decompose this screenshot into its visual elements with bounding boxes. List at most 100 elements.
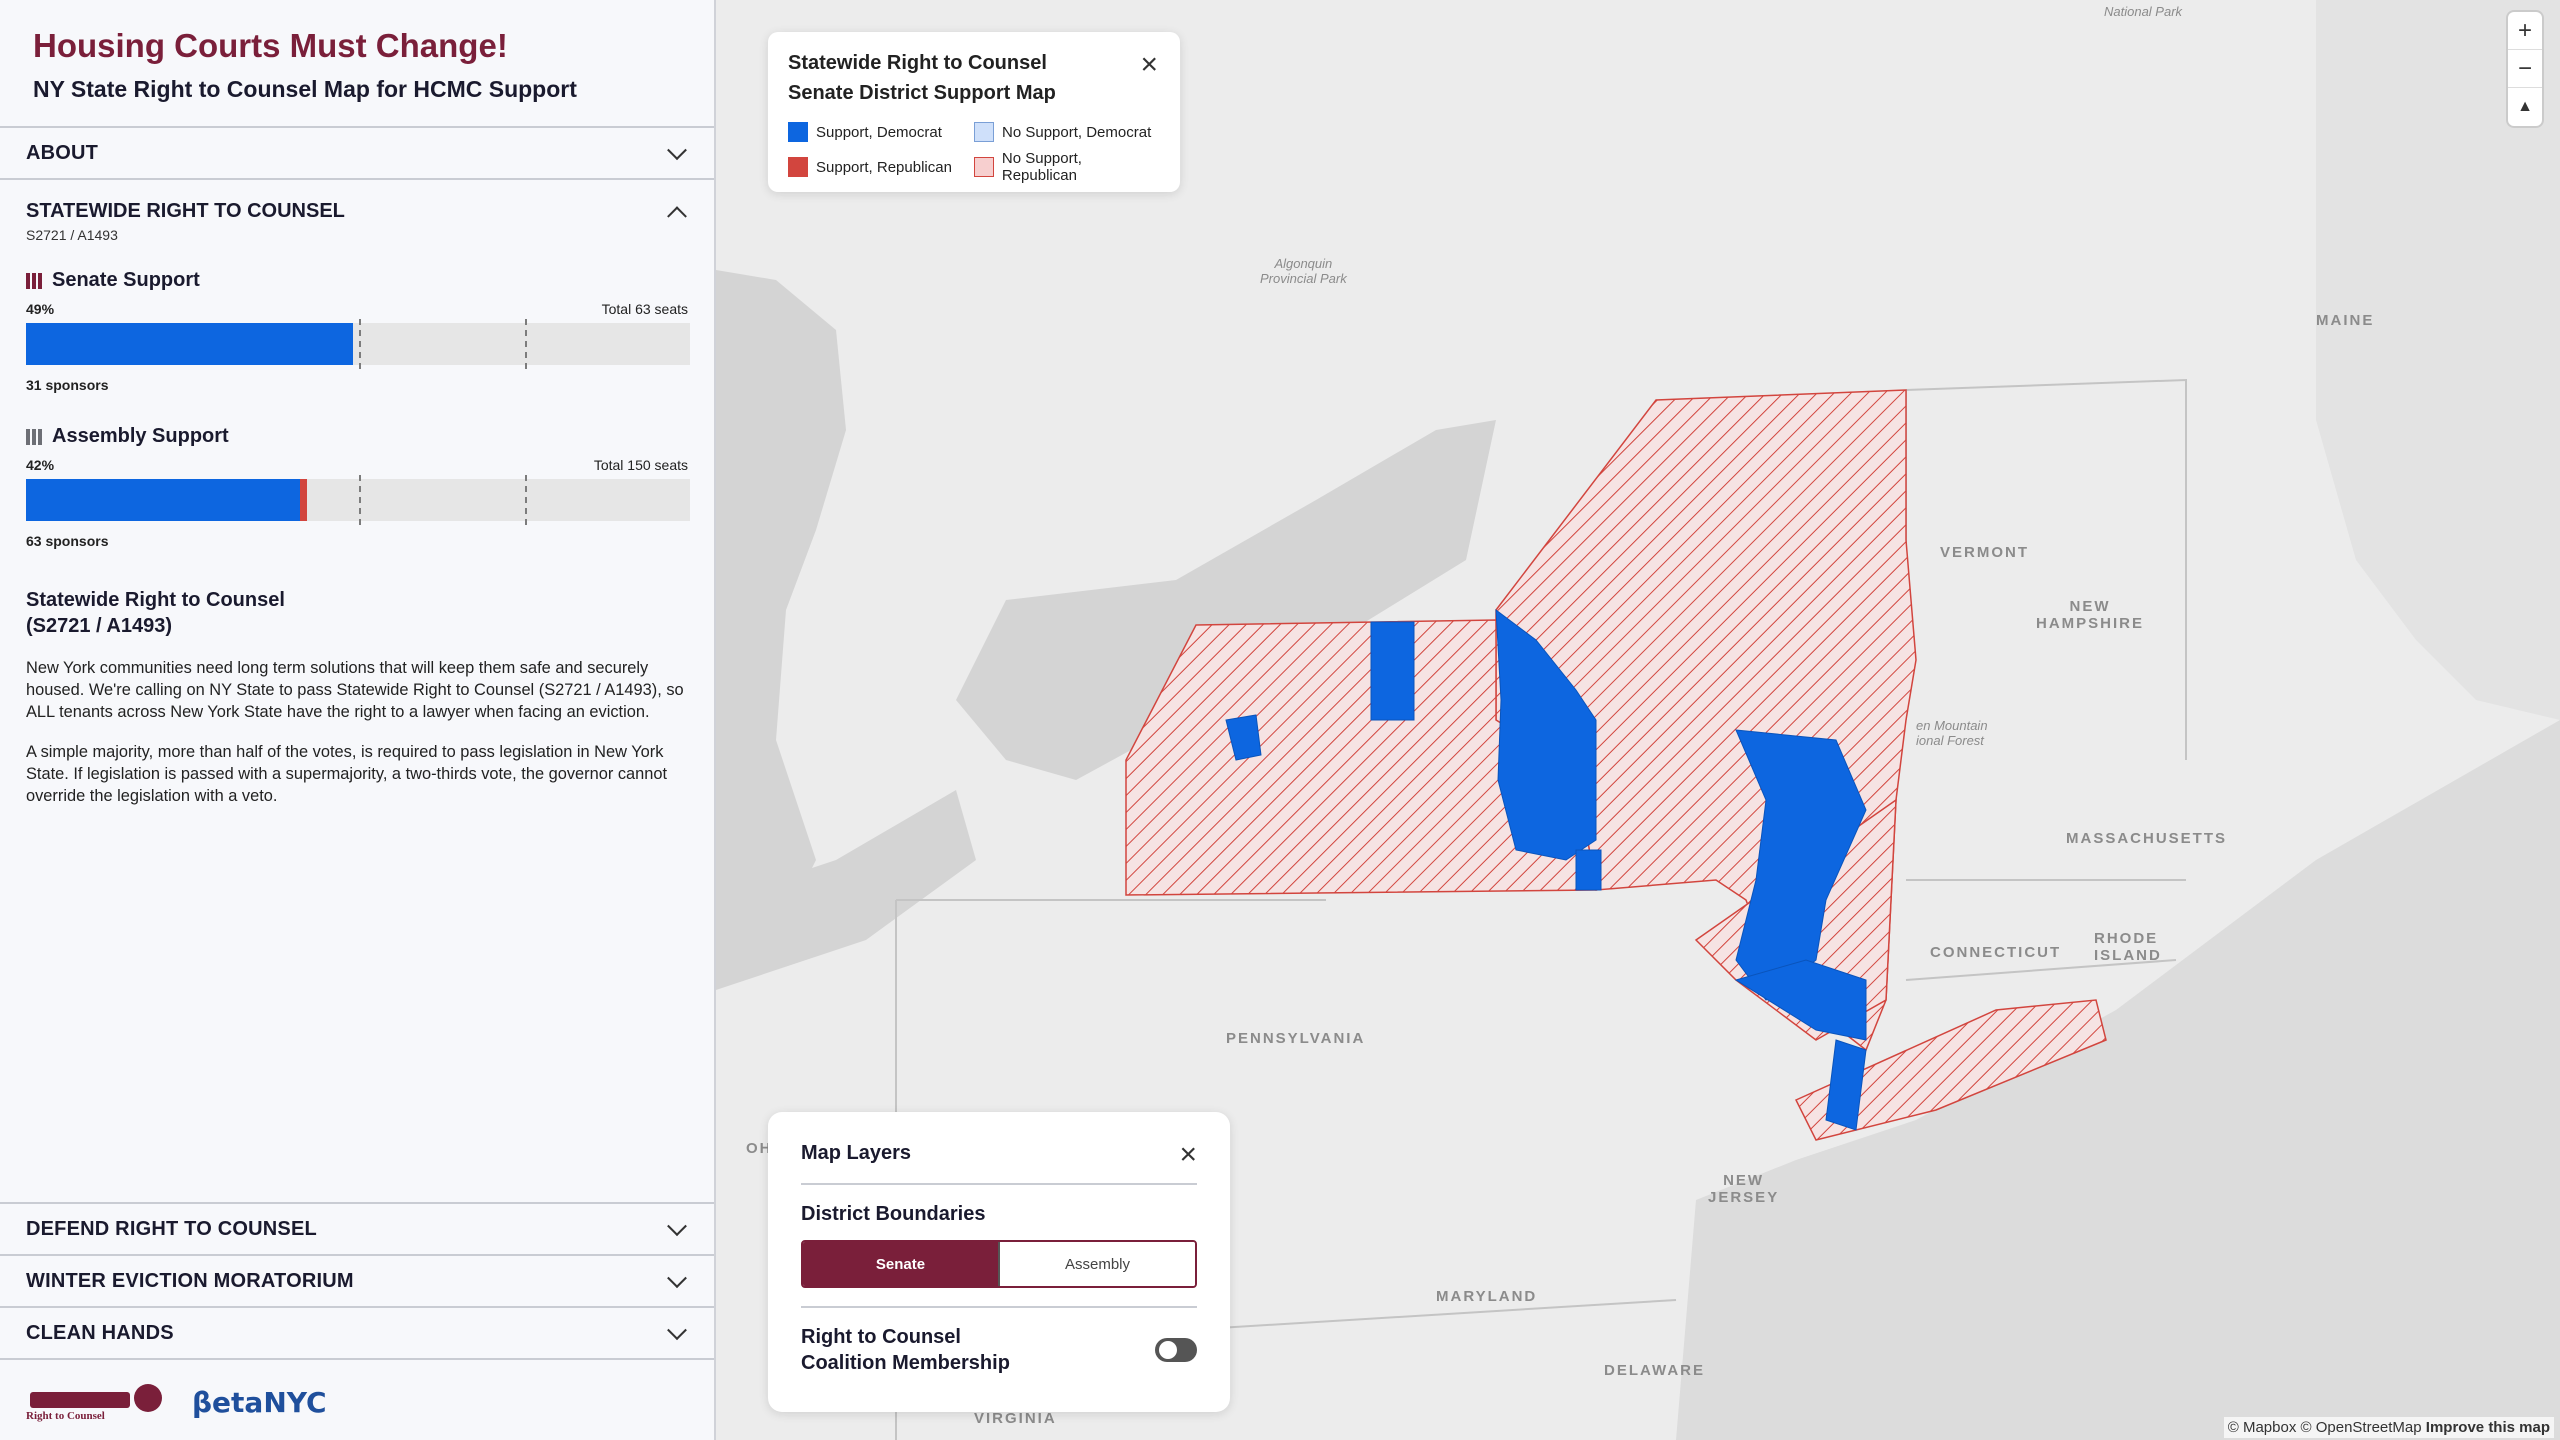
assembly-support: Assembly Support 42% Total 150 seats 63 …: [26, 425, 690, 549]
map-label-delaware: DELAWARE: [1604, 1362, 1706, 1379]
lake-ontario: [956, 420, 1496, 780]
ny-district-long-island: [1794, 999, 2107, 1141]
map-label-nh-2: HAMPSHIRE: [2036, 615, 2145, 632]
map-label-pennsylvania: PENNSYLVANIA: [1226, 1030, 1366, 1047]
lower-accordions: DEFEND RIGHT TO COUNSEL WINTER EVICTION …: [0, 1202, 714, 1360]
map-svg: [716, 0, 2560, 1440]
senate-dem-fill: [26, 323, 353, 365]
description-paragraph-2: A simple majority, more than half of the…: [26, 743, 668, 805]
map-label-ri-1: RHODE: [2094, 930, 2159, 947]
chevron-down-icon: [667, 140, 687, 161]
map-canvas[interactable]: National Park Algonquin Provincial Park …: [716, 0, 2560, 1440]
rtc-logo-text: Right to Counsel: [26, 1410, 105, 1422]
district-boundaries-label: District Boundaries: [801, 1203, 986, 1225]
accordion-defend-label: DEFEND RIGHT TO COUNSEL: [26, 1217, 317, 1240]
improve-map-link[interactable]: Improve this map: [2425, 1419, 2550, 1436]
footer: Right to Counsel βetaNYC: [0, 1364, 714, 1440]
chevron-down-icon: [667, 1216, 687, 1237]
map-label-vermont: VERMONT: [1940, 544, 2029, 561]
map-label-algonquin-1: Algonquin: [1274, 256, 1333, 271]
senate-percent: 49%: [26, 301, 55, 317]
sidebar: Housing Courts Must Change! NY State Rig…: [0, 0, 716, 1440]
zoom-out-button[interactable]: −: [2508, 50, 2542, 88]
legend-swatch: [788, 122, 808, 142]
coalition-toggle[interactable]: [1155, 1338, 1197, 1362]
legend-item: No Support, Democrat: [974, 122, 1160, 142]
map-zoom-control: + − ▲: [2508, 12, 2542, 126]
right-to-counsel-logo[interactable]: Right to Counsel: [26, 1382, 168, 1422]
legend-swatch: [974, 122, 994, 142]
supermajority-marker: [525, 319, 527, 369]
legend-item: Support, Democrat: [788, 122, 974, 142]
map-label-ri-2: ISLAND: [2094, 947, 2162, 964]
senate-progress-bar: [26, 319, 690, 369]
legend-item: No Support, Republican: [974, 150, 1160, 184]
map-label-nj-1: NEW: [1723, 1172, 1765, 1189]
map-label-maryland: MARYLAND: [1436, 1288, 1538, 1305]
coalition-label-2: Coalition Membership: [801, 1352, 1010, 1374]
map-label-connecticut: CONNECTICUT: [1930, 944, 2062, 961]
accordion-winter[interactable]: WINTER EVICTION MORATORIUM: [0, 1256, 714, 1308]
ocean: [1676, 720, 2560, 1440]
map-label-algonquin: Algonquin Provincial Park: [1260, 256, 1347, 286]
map-label-new-jersey: NEW JERSEY: [1708, 1172, 1779, 1206]
map-layers-panel: Map Layers × District Boundaries Senate …: [768, 1112, 1230, 1412]
legend-title-2: Senate District Support Map: [788, 82, 1056, 104]
divider: [801, 1183, 1197, 1185]
ny-district-blue-1: [1370, 621, 1415, 721]
description-paragraph-1: New York communities need long term solu…: [26, 659, 684, 721]
accordion-clean-hands[interactable]: CLEAN HANDS: [0, 1308, 714, 1360]
attribution-text[interactable]: © Mapbox © OpenStreetMap: [2227, 1419, 2422, 1436]
accordion-about-label: ABOUT: [26, 141, 99, 164]
map-label-maine: MAINE: [2316, 312, 2375, 329]
zoom-in-button[interactable]: +: [2508, 12, 2542, 50]
map-label-ohio: OH: [746, 1140, 773, 1157]
map-label-nh-1: NEW: [2069, 598, 2111, 615]
accordion-clean-label: CLEAN HANDS: [26, 1321, 174, 1344]
legend-title-1: Statewide Right to Counsel: [788, 52, 1047, 74]
assembly-total: Total 150 seats: [593, 457, 688, 473]
ny-district-blue-5: [1734, 959, 1867, 1041]
bar-chart-icon: [26, 428, 42, 445]
accordion-statewide-title[interactable]: STATEWIDE RIGHT TO COUNSEL: [26, 200, 345, 222]
legend-items: Support, Democrat No Support, Democrat S…: [788, 122, 1160, 184]
chevron-down-icon: [667, 1320, 687, 1341]
senate-button[interactable]: Senate: [803, 1242, 998, 1286]
map-label-nj-2: JERSEY: [1708, 1189, 1780, 1206]
lake-huron-georgian-bay: [716, 270, 846, 960]
senate-support: Senate Support 49% Total 63 seats 31 spo…: [26, 269, 690, 393]
map-label-green-2: ional Forest: [1916, 733, 1984, 748]
app-subtitle: NY State Right to Counsel Map for HCMC S…: [33, 76, 577, 102]
ocean-upper: [2316, 0, 2560, 720]
map-label-massachusetts: MASSACHUSETTS: [2066, 830, 2228, 847]
senate-sponsors: 31 sponsors: [26, 377, 109, 393]
ny-district-blue-7: [1225, 714, 1262, 761]
accordion-statewide-code: S2721 / A1493: [26, 227, 118, 243]
map-label-green-1: en Mountain: [1916, 718, 1988, 733]
map-label-new-hampshire: NEW HAMPSHIRE: [2036, 598, 2144, 632]
compass-button[interactable]: ▲: [2517, 98, 2533, 115]
ny-district-blue-6: [1825, 1039, 1867, 1131]
legend-label: No Support, Democrat: [1002, 123, 1152, 141]
map-layers-title: Map Layers: [801, 1142, 912, 1164]
map-label-rhode-island: RHODE ISLAND: [2094, 930, 2162, 964]
close-icon[interactable]: ×: [1140, 48, 1158, 81]
accordion-defend[interactable]: DEFEND RIGHT TO COUNSEL: [0, 1204, 714, 1256]
map-label-algonquin-2: Provincial Park: [1260, 271, 1347, 286]
assembly-button[interactable]: Assembly: [998, 1242, 1195, 1286]
map-label-national-park: National Park: [2104, 4, 2183, 19]
assembly-dem-fill: [26, 479, 301, 521]
assembly-percent: 42%: [26, 457, 55, 473]
betanyc-logo[interactable]: βetaNYC: [192, 1385, 327, 1419]
close-icon[interactable]: ×: [1179, 1138, 1197, 1171]
assembly-progress-bar: [26, 475, 690, 525]
bar-chart-icon: [26, 272, 42, 289]
coalition-row: Right to Counsel Coalition Membership: [801, 1324, 1197, 1376]
legend-swatch: [974, 157, 994, 177]
accordion-about[interactable]: ABOUT: [0, 128, 714, 180]
accordion-winter-label: WINTER EVICTION MORATORIUM: [26, 1269, 354, 1292]
senate-support-label: Senate Support: [52, 269, 200, 291]
district-toggle: Senate Assembly: [801, 1240, 1197, 1288]
ny-district-blue-3: [1575, 849, 1602, 891]
supermajority-marker: [525, 475, 527, 525]
